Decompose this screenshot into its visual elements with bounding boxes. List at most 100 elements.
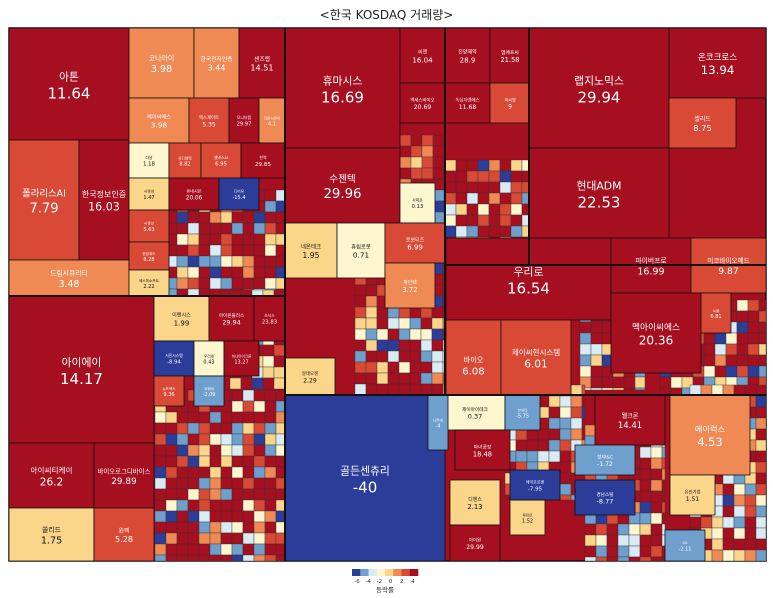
small-tile	[488, 192, 501, 205]
small-tile	[242, 211, 255, 224]
small-tile	[714, 343, 727, 356]
small-tile	[253, 532, 266, 545]
small-tile	[262, 366, 275, 379]
small-tile	[154, 488, 167, 501]
tile-label: 아톤	[59, 70, 79, 83]
small-tile	[755, 538, 767, 551]
small-tile	[220, 266, 233, 279]
small-tile	[209, 499, 222, 512]
small-tile	[488, 159, 501, 172]
tile-label: 다날	[146, 155, 153, 160]
small-tile	[747, 343, 760, 356]
small-tile	[455, 214, 468, 227]
small-tile	[606, 534, 619, 547]
small-tile	[617, 534, 630, 547]
small-tile	[409, 361, 422, 374]
small-tile	[515, 450, 528, 463]
small-tile	[376, 339, 389, 352]
small-tile	[526, 428, 539, 441]
tile-value: 3.44	[208, 64, 226, 73]
small-tile	[623, 376, 636, 389]
small-tile	[661, 512, 666, 525]
legend-tick: 2	[400, 579, 404, 585]
small-tile	[198, 455, 211, 468]
tile-label: 로보티즈	[406, 236, 425, 243]
tile-value: -8.94	[167, 360, 181, 366]
small-tile	[176, 444, 189, 457]
small-tile	[747, 354, 760, 367]
small-tile	[661, 446, 666, 459]
small-tile	[273, 355, 286, 368]
small-tile	[510, 170, 523, 183]
small-tile	[590, 354, 603, 367]
tile-value: 6.01	[524, 358, 547, 370]
small-tile	[231, 422, 244, 435]
tile-label: 한컴위드	[142, 251, 156, 256]
tile-rect	[509, 469, 561, 501]
tile-value: 29.94	[222, 319, 240, 327]
small-tile	[176, 532, 189, 545]
small-tile	[231, 455, 244, 468]
small-tile	[242, 543, 255, 556]
small-tile	[376, 317, 389, 330]
small-tile	[264, 222, 277, 235]
small-tile	[209, 255, 222, 268]
small-tile	[733, 527, 746, 540]
small-tile	[253, 400, 266, 413]
small-tile	[176, 411, 189, 424]
small-tile	[758, 321, 767, 334]
small-tile	[431, 317, 444, 330]
small-tile	[617, 556, 630, 562]
small-tile	[253, 488, 266, 501]
small-tile	[209, 277, 222, 290]
small-tile	[220, 521, 233, 534]
tile-label: 녹십자엠에스	[455, 96, 479, 103]
tile-label: 파인텍	[403, 279, 417, 286]
small-tile	[198, 277, 211, 290]
small-tile	[198, 499, 211, 512]
small-tile	[755, 549, 767, 562]
tile-rect	[128, 241, 170, 271]
tile-label: 아이윈플러스	[219, 312, 244, 319]
small-tile	[747, 321, 760, 334]
small-tile	[628, 556, 641, 562]
small-tile	[220, 477, 233, 490]
legend-swatch	[352, 569, 361, 576]
tile-value: 22.53	[578, 193, 621, 211]
small-tile	[220, 222, 233, 235]
legend-tick: -6	[354, 579, 360, 585]
small-tile	[253, 233, 266, 246]
small-tile	[242, 510, 255, 523]
small-tile	[376, 328, 389, 341]
tile-label: 엑스게이트	[199, 114, 219, 121]
small-tile	[477, 192, 490, 205]
tile-label: 웰크론	[622, 412, 639, 420]
small-tile	[409, 317, 422, 330]
small-tile	[579, 354, 592, 367]
legend-swatch	[368, 569, 378, 576]
small-tile	[264, 543, 277, 556]
tile-label: SG	[682, 541, 687, 545]
small-tile	[639, 523, 652, 536]
small-tile	[275, 488, 286, 501]
tile-rect	[668, 27, 767, 99]
small-tile	[275, 455, 286, 468]
small-tile	[722, 483, 735, 496]
tile-label: 제이아이테크	[462, 406, 489, 413]
small-tile	[736, 332, 749, 345]
tile-label: 하나마이크론	[232, 353, 253, 358]
tile-value: 16.54	[507, 279, 550, 297]
tile-label: 쏠리드	[42, 525, 61, 534]
small-tile	[231, 444, 244, 457]
tile-value: 1.95	[303, 251, 320, 260]
tile-value: 16.69	[321, 88, 364, 106]
tile-label: 센즈랩	[254, 55, 270, 63]
small-tile	[650, 501, 663, 514]
small-tile	[661, 468, 666, 481]
small-tile	[650, 457, 663, 470]
small-tile	[165, 543, 178, 556]
small-tile	[242, 521, 255, 534]
tile-label: 에이럭스	[695, 424, 726, 434]
small-tile	[755, 439, 767, 452]
small-tile	[209, 455, 222, 468]
